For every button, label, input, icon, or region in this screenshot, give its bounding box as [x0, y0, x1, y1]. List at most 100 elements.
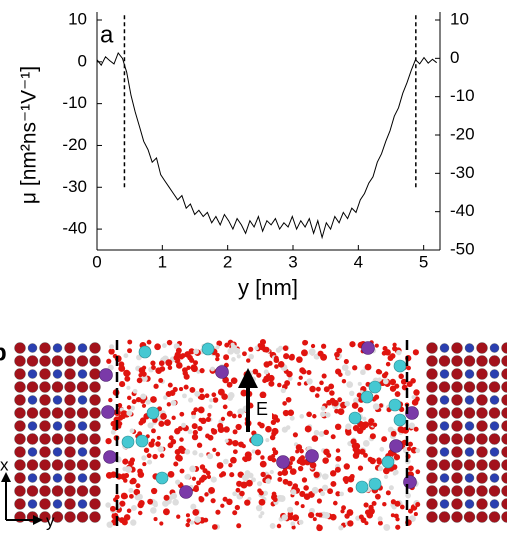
ion	[121, 435, 135, 449]
atom	[89, 511, 101, 523]
atom	[488, 355, 501, 367]
water	[313, 471, 320, 478]
water	[368, 420, 374, 426]
water	[206, 474, 212, 480]
water	[179, 437, 184, 442]
water	[411, 395, 416, 400]
water	[316, 498, 322, 504]
water	[259, 391, 267, 399]
water	[320, 490, 326, 497]
water	[151, 487, 158, 495]
atom	[476, 511, 488, 523]
atom	[426, 420, 438, 432]
water	[150, 396, 157, 403]
atom	[64, 459, 76, 471]
atom	[52, 473, 63, 483]
water	[141, 365, 147, 370]
water	[328, 383, 335, 390]
water	[196, 442, 203, 448]
water	[170, 492, 178, 500]
water	[232, 449, 238, 455]
atom	[501, 472, 507, 484]
atom	[14, 485, 26, 497]
water	[265, 425, 272, 433]
atom	[501, 420, 507, 432]
water	[203, 517, 209, 523]
water	[224, 438, 229, 443]
atom	[77, 395, 88, 405]
water	[334, 423, 342, 431]
water	[251, 449, 256, 454]
x-tick-label: 4	[354, 252, 363, 271]
water	[371, 500, 377, 506]
water	[395, 524, 401, 530]
water	[284, 380, 291, 386]
water	[209, 398, 214, 403]
water	[122, 458, 129, 465]
water	[229, 472, 235, 478]
atom	[439, 343, 450, 353]
water	[156, 435, 161, 440]
atom	[39, 368, 51, 380]
water	[299, 458, 307, 466]
water	[349, 341, 356, 348]
water	[390, 513, 395, 518]
atom	[438, 485, 451, 497]
water	[182, 367, 188, 374]
water	[281, 514, 288, 521]
water	[120, 492, 128, 500]
water	[287, 409, 295, 416]
water	[106, 521, 113, 528]
y2-tick-label: 10	[450, 9, 469, 28]
atom	[451, 394, 463, 406]
water	[124, 473, 130, 479]
water	[251, 477, 256, 483]
atom	[451, 511, 463, 523]
water	[312, 414, 317, 419]
water	[394, 500, 401, 507]
water	[185, 513, 191, 518]
atom	[426, 433, 438, 445]
atom	[451, 485, 463, 497]
water	[340, 509, 345, 514]
water	[117, 403, 123, 408]
water	[192, 429, 198, 436]
atom	[501, 511, 507, 523]
water	[221, 393, 228, 400]
atom	[464, 395, 475, 405]
water	[197, 425, 203, 432]
water	[167, 442, 174, 449]
atom	[438, 407, 451, 419]
atom	[451, 498, 463, 510]
atom	[426, 355, 438, 367]
water	[239, 490, 245, 497]
atom	[476, 368, 488, 380]
water	[211, 428, 218, 435]
counter-ion	[305, 449, 319, 463]
atom	[488, 485, 501, 497]
axis-x-head	[1, 472, 11, 482]
water	[211, 524, 218, 530]
water	[382, 501, 387, 507]
water	[150, 360, 156, 366]
water	[320, 405, 326, 411]
atom	[51, 485, 64, 497]
atom	[14, 368, 26, 380]
atom	[89, 485, 101, 497]
x-tick-label: 1	[158, 252, 167, 271]
water	[415, 448, 421, 454]
water	[383, 474, 389, 480]
water	[167, 470, 175, 478]
water	[147, 422, 154, 429]
water	[216, 462, 224, 469]
atom	[14, 472, 26, 484]
water	[310, 343, 316, 349]
atom	[64, 420, 76, 432]
counter-ion	[405, 406, 419, 420]
atom	[64, 433, 76, 445]
water	[409, 515, 416, 522]
water	[240, 389, 248, 397]
water	[232, 510, 238, 516]
axis-label: y	[46, 511, 55, 530]
water	[332, 399, 339, 407]
